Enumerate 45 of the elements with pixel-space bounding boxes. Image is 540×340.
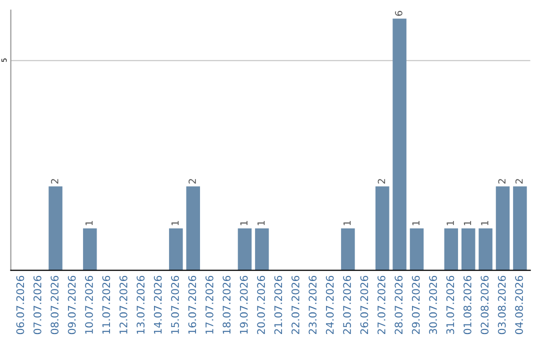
x-tick-label: 30.07.2026 — [429, 276, 437, 334]
data-label: 1 — [464, 220, 472, 226]
x-tick-label: 12.07.2026 — [119, 276, 128, 334]
data-label: 6 — [395, 10, 402, 16]
x-tick-label: 25.07.2026 — [343, 276, 351, 334]
data-label: 1 — [446, 220, 454, 226]
x-tick-label: 11.07.2026 — [102, 276, 110, 334]
x-tick-label: 01.08.2026 — [464, 276, 472, 334]
data-label: 2 — [50, 179, 58, 184]
data-label: 1 — [258, 220, 265, 226]
x-tick-label: 07.07.2026 — [33, 276, 42, 334]
x-tick-label: 27.07.2026 — [377, 276, 386, 334]
x-tick-label: 19.07.2026 — [240, 276, 248, 334]
x-tick-label: 09.07.2026 — [68, 276, 76, 334]
x-tick-label: 21.07.2026 — [274, 276, 282, 334]
x-tick-label: 18.07.2026 — [222, 276, 231, 334]
data-label: 2 — [188, 179, 196, 184]
data-label: 1 — [86, 220, 93, 226]
x-tick-label: 31.07.2026 — [446, 276, 454, 334]
x-tick-label: 29.07.2026 — [412, 276, 420, 334]
x-tick-label: 15.07.2026 — [171, 276, 179, 334]
x-tick-label: 17.07.2026 — [205, 276, 214, 334]
x-tick-label: 08.07.2026 — [50, 276, 59, 334]
x-tick-label: 14.07.2026 — [154, 276, 162, 334]
x-tick-label: 03.08.2026 — [498, 276, 506, 334]
data-label: 1 — [344, 220, 351, 226]
data-label: 2 — [515, 179, 523, 184]
x-tick-label: 28.07.2026 — [394, 276, 403, 334]
x-tick-label: 22.07.2026 — [291, 276, 300, 334]
data-label: 2 — [378, 179, 386, 184]
x-tick-label: 23.07.2026 — [308, 276, 317, 334]
data-label: 1 — [172, 220, 179, 226]
data-label: 1 — [240, 220, 248, 226]
x-tick-label: 10.07.2026 — [85, 276, 93, 334]
x-tick-label: 24.07.2026 — [326, 276, 334, 334]
x-tick-label: 13.07.2026 — [136, 276, 145, 334]
data-label: 1 — [412, 220, 420, 226]
x-tick-label: 16.07.2026 — [188, 276, 196, 334]
x-tick-label: 06.07.2026 — [16, 276, 24, 334]
x-tick-label: 20.07.2026 — [257, 276, 265, 334]
data-label: 2 — [498, 179, 506, 184]
x-tick-label: 02.08.2026 — [480, 276, 489, 334]
x-tick-label: 26.07.2026 — [360, 276, 368, 334]
x-tick-label: 04.08.2026 — [515, 276, 523, 334]
data-label: 1 — [481, 220, 488, 226]
